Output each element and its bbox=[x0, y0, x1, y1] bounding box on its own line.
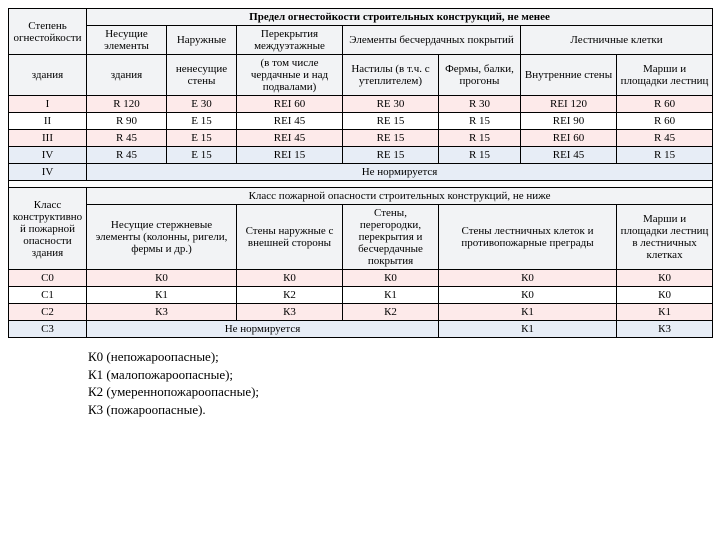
t1-cell: R 90 bbox=[87, 113, 167, 130]
t1-cell: REI 45 bbox=[521, 147, 617, 164]
t1-last-label: IV bbox=[9, 164, 87, 181]
t2-rowhead: Класс конструктивной пожарной опасности … bbox=[9, 188, 87, 270]
t1-cell: R 45 bbox=[617, 130, 713, 147]
t1-cell: REI 90 bbox=[521, 113, 617, 130]
t2-cell: К0 bbox=[439, 287, 617, 304]
t1-cell: R 60 bbox=[617, 113, 713, 130]
t2-row-label: С0 bbox=[9, 270, 87, 287]
legend-line: К0 (непожароопасные); bbox=[88, 348, 712, 366]
legend-line: К1 (малопожароопасные); bbox=[88, 366, 712, 384]
t1-cell: RE 15 bbox=[343, 130, 439, 147]
t1-cell: R 45 bbox=[87, 147, 167, 164]
t1-cb-5: Внутренние стены bbox=[521, 55, 617, 96]
t1-cell: R 30 bbox=[439, 96, 521, 113]
t2-cell: К0 bbox=[439, 270, 617, 287]
t2-row-label: С2 bbox=[9, 304, 87, 321]
t2-ch-0: Несущие стержневые элементы (колонны, ри… bbox=[87, 205, 237, 270]
t1-last-text: Не нормируется bbox=[87, 164, 713, 181]
t1-ch-2: Перекрытия междуэтажные bbox=[237, 26, 343, 55]
t2-cell: К0 bbox=[343, 270, 439, 287]
t1-cell: RE 15 bbox=[343, 147, 439, 164]
t1-cell: R 15 bbox=[439, 130, 521, 147]
t1-rowhead-bottom: здания bbox=[9, 55, 87, 96]
t1-row-label: III bbox=[9, 130, 87, 147]
t2-cell: К1 bbox=[617, 304, 713, 321]
t1-cell: R 60 bbox=[617, 96, 713, 113]
t1-ch-3: Элементы бесчердачных покрытий bbox=[343, 26, 521, 55]
t1-row-label: I bbox=[9, 96, 87, 113]
t2-cell: К3 bbox=[237, 304, 343, 321]
t2-cell: К2 bbox=[343, 304, 439, 321]
t1-cell: REI 60 bbox=[237, 96, 343, 113]
t1-ch-0: Несущие элементы bbox=[87, 26, 167, 55]
t1-cb-4: Фермы, балки, прогоны bbox=[439, 55, 521, 96]
t1-cell: REI 120 bbox=[521, 96, 617, 113]
t1-cb-6: Марши и площадки лестниц bbox=[617, 55, 713, 96]
t1-row-label: II bbox=[9, 113, 87, 130]
t1-cell: R 120 bbox=[87, 96, 167, 113]
t2-ch-1: Стены наружные с внешней стороны bbox=[237, 205, 343, 270]
t1-cell: E 15 bbox=[167, 113, 237, 130]
t1-cb-0: здания bbox=[87, 55, 167, 96]
t1-cell: RE 30 bbox=[343, 96, 439, 113]
t2-ch-2: Стены, перегородки, перекрытия и бесчерд… bbox=[343, 205, 439, 270]
t1-rowhead-top: Степень огнестойкости bbox=[9, 9, 87, 55]
t2-last-label: С3 bbox=[9, 321, 87, 338]
t2-cell: К1 bbox=[87, 287, 237, 304]
t2-ch-4: Марши и площадки лестниц в лестничных кл… bbox=[617, 205, 713, 270]
t1-cell: R 15 bbox=[439, 147, 521, 164]
t2-cell: К2 bbox=[237, 287, 343, 304]
t1-row-label: IV bbox=[9, 147, 87, 164]
t1-cell: R 15 bbox=[617, 147, 713, 164]
t1-cell: REI 45 bbox=[237, 113, 343, 130]
t1-cell: R 15 bbox=[439, 113, 521, 130]
t2-cell: К0 bbox=[617, 270, 713, 287]
t1-cell: R 45 bbox=[87, 130, 167, 147]
t1-cell: REI 45 bbox=[237, 130, 343, 147]
t1-cell: E 30 bbox=[167, 96, 237, 113]
t1-cb-1: ненесущие стены bbox=[167, 55, 237, 96]
t1-cell: REI 15 bbox=[237, 147, 343, 164]
t1-cell: REI 60 bbox=[521, 130, 617, 147]
legend-line: К3 (пожароопасные). bbox=[88, 401, 712, 419]
fire-resistance-table: Степень огнестойкости Предел огнестойкос… bbox=[8, 8, 713, 338]
t1-ch-1: Наружные bbox=[167, 26, 237, 55]
t2-ch-3: Стены лестничных клеток и противопожарны… bbox=[439, 205, 617, 270]
t1-cb-3: Настилы (в т.ч. с утеплителем) bbox=[343, 55, 439, 96]
t1-cell: E 15 bbox=[167, 130, 237, 147]
t1-superheader: Предел огнестойкости строительных констр… bbox=[87, 9, 713, 26]
t1-cb-2: (в том числе чердачные и над подвалами) bbox=[237, 55, 343, 96]
t2-superheader: Класс пожарной опасности строительных ко… bbox=[87, 188, 713, 205]
legend: К0 (непожароопасные); К1 (малопожароопас… bbox=[8, 348, 712, 418]
t1-cell: E 15 bbox=[167, 147, 237, 164]
t2-last-mid: Не нормируется bbox=[87, 321, 439, 338]
legend-line: К2 (умереннопожароопасные); bbox=[88, 383, 712, 401]
t2-cell: К3 bbox=[87, 304, 237, 321]
t2-cell: К0 bbox=[87, 270, 237, 287]
t1-cell: RE 15 bbox=[343, 113, 439, 130]
t2-cell: К0 bbox=[617, 287, 713, 304]
t2-cell: К1 bbox=[439, 304, 617, 321]
t1-ch-4: Лестничные клетки bbox=[521, 26, 713, 55]
t2-cell: К0 bbox=[237, 270, 343, 287]
t2-last-c5: К3 bbox=[617, 321, 713, 338]
t2-cell: К1 bbox=[343, 287, 439, 304]
t2-row-label: С1 bbox=[9, 287, 87, 304]
t2-last-c4: К1 bbox=[439, 321, 617, 338]
